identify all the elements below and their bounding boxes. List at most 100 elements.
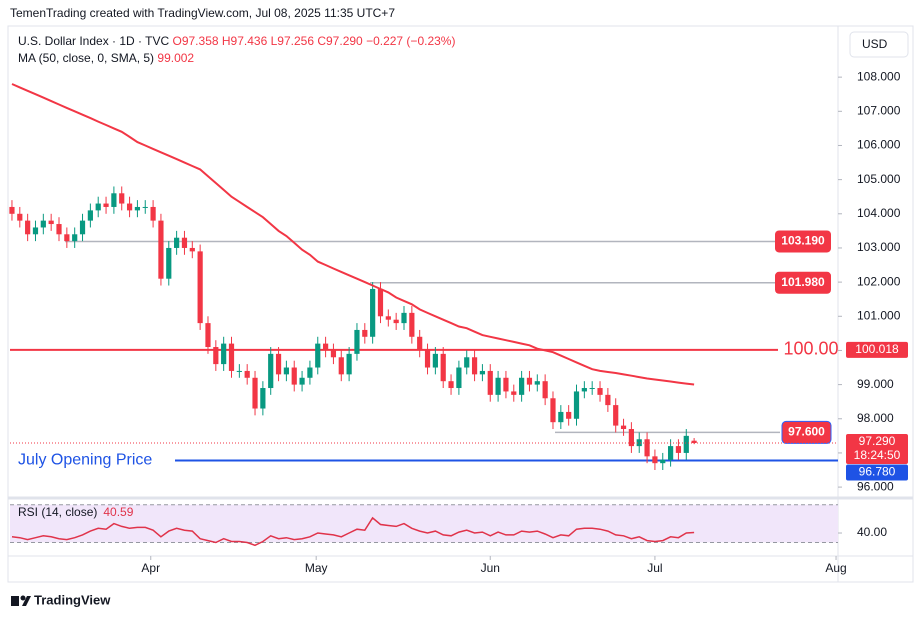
level-annotation: July Opening Price — [18, 452, 152, 469]
chart-frame — [7, 25, 914, 583]
y-tick-label: 102.000 — [857, 274, 901, 288]
candle-body — [660, 459, 666, 464]
y-tick-label: 96.000 — [857, 479, 894, 493]
candle-body — [87, 210, 93, 221]
last-price-box — [846, 434, 908, 465]
y-tick-label: 103.000 — [857, 240, 901, 254]
x-tick-label: Jul — [647, 561, 662, 575]
candle-body — [409, 312, 415, 337]
candle-body — [346, 353, 352, 375]
axis-level-label: 96.780 — [859, 465, 896, 479]
candle-body — [495, 377, 501, 395]
axis-level-box — [846, 341, 908, 358]
currency-box[interactable] — [849, 31, 909, 58]
x-tick-label: Jun — [481, 561, 500, 575]
candle-body — [440, 353, 446, 382]
level-box — [781, 420, 832, 444]
candle-body — [166, 247, 172, 279]
candle-body — [174, 237, 180, 248]
candle-body — [542, 381, 548, 399]
candle-body — [189, 247, 195, 252]
candle-body — [322, 343, 329, 351]
candle-body — [103, 203, 109, 207]
candle-body — [566, 411, 572, 419]
candle-body — [315, 343, 321, 368]
candle-body — [597, 388, 603, 395]
candle-body — [401, 312, 407, 324]
candle-body — [126, 203, 133, 211]
candle-body — [150, 206, 156, 221]
candle-body — [613, 405, 619, 426]
rsi-band — [10, 504, 838, 543]
candle-body — [244, 370, 250, 378]
level-label: 101.980 — [781, 275, 825, 289]
candle-body — [119, 193, 125, 204]
y-tick-label: 108.000 — [857, 69, 901, 83]
candle-body — [667, 446, 674, 460]
logo-block — [11, 596, 19, 606]
candle-body — [503, 377, 509, 392]
candle-body — [589, 388, 595, 390]
candle-body — [32, 227, 39, 235]
candle-body — [79, 220, 86, 235]
candle-body — [354, 329, 360, 354]
candle-body — [519, 377, 525, 395]
ohlc-low: L97.256 — [271, 34, 315, 48]
footer: TradingView — [34, 592, 111, 607]
candle-body — [550, 398, 556, 423]
candle-body — [48, 220, 54, 225]
footer-logo — [11, 595, 31, 606]
candle-body — [377, 288, 384, 317]
logo-slash — [22, 596, 31, 606]
symbol: U.S. Dollar Index · 1D · TVC — [18, 34, 169, 48]
candle-body — [605, 394, 611, 406]
y-tick-label: 104.000 — [857, 206, 901, 220]
candle-body — [526, 377, 533, 385]
candle-body — [479, 370, 486, 375]
candle-body — [9, 206, 15, 214]
candle-body — [181, 237, 188, 248]
y-tick-label: 98.000 — [857, 411, 894, 425]
candle-body — [72, 234, 78, 242]
candle-body — [197, 251, 203, 324]
y-tick-label: 107.000 — [857, 103, 901, 117]
header: TemenTrading created with TradingView.co… — [10, 6, 395, 20]
candle-body — [299, 377, 305, 385]
candle-body — [134, 206, 141, 211]
ohlc-open: O97.358 — [173, 34, 219, 48]
candle-body — [558, 411, 564, 423]
candle-body — [205, 323, 211, 348]
candle-body — [683, 435, 689, 453]
legend: U.S. Dollar Index · 1D · TVC O97.358 H97… — [18, 34, 455, 48]
rsi-line — [11, 516, 695, 547]
last-price-label: 97.290 — [859, 434, 896, 448]
ohlc-change: −0.227 (−0.23%) — [366, 34, 455, 48]
candle-body — [385, 316, 391, 320]
candle-body — [111, 193, 117, 207]
candle-body — [56, 224, 62, 235]
candle-body — [432, 353, 438, 368]
axis-level-label: 100.018 — [855, 342, 899, 356]
rsi-legend: RSI (14, close) 40.59 — [18, 505, 134, 519]
candle-body — [362, 329, 368, 337]
currency[interactable]: USD — [862, 37, 888, 51]
rsi-value: 40.59 — [103, 505, 133, 519]
candle-body — [534, 381, 540, 385]
candle-body — [95, 203, 101, 211]
candle-body — [424, 350, 431, 368]
logo-dot — [20, 595, 26, 601]
candle-body — [252, 377, 258, 409]
candle-body — [370, 288, 376, 337]
countdown: 18:24:50 — [854, 448, 901, 462]
rsi-name: RSI (14, close) — [18, 505, 97, 519]
x-tick-label: Aug — [825, 561, 846, 575]
candle-body — [142, 206, 148, 208]
y-tick-label: 101.000 — [857, 308, 901, 322]
candle-body — [40, 220, 46, 228]
y-tick-label: 99.000 — [857, 377, 894, 391]
candle-body — [471, 357, 478, 375]
y-tick-label: 105.000 — [857, 172, 901, 186]
candle-body — [393, 319, 399, 324]
candle-body — [456, 367, 462, 389]
candle-body — [291, 367, 297, 385]
